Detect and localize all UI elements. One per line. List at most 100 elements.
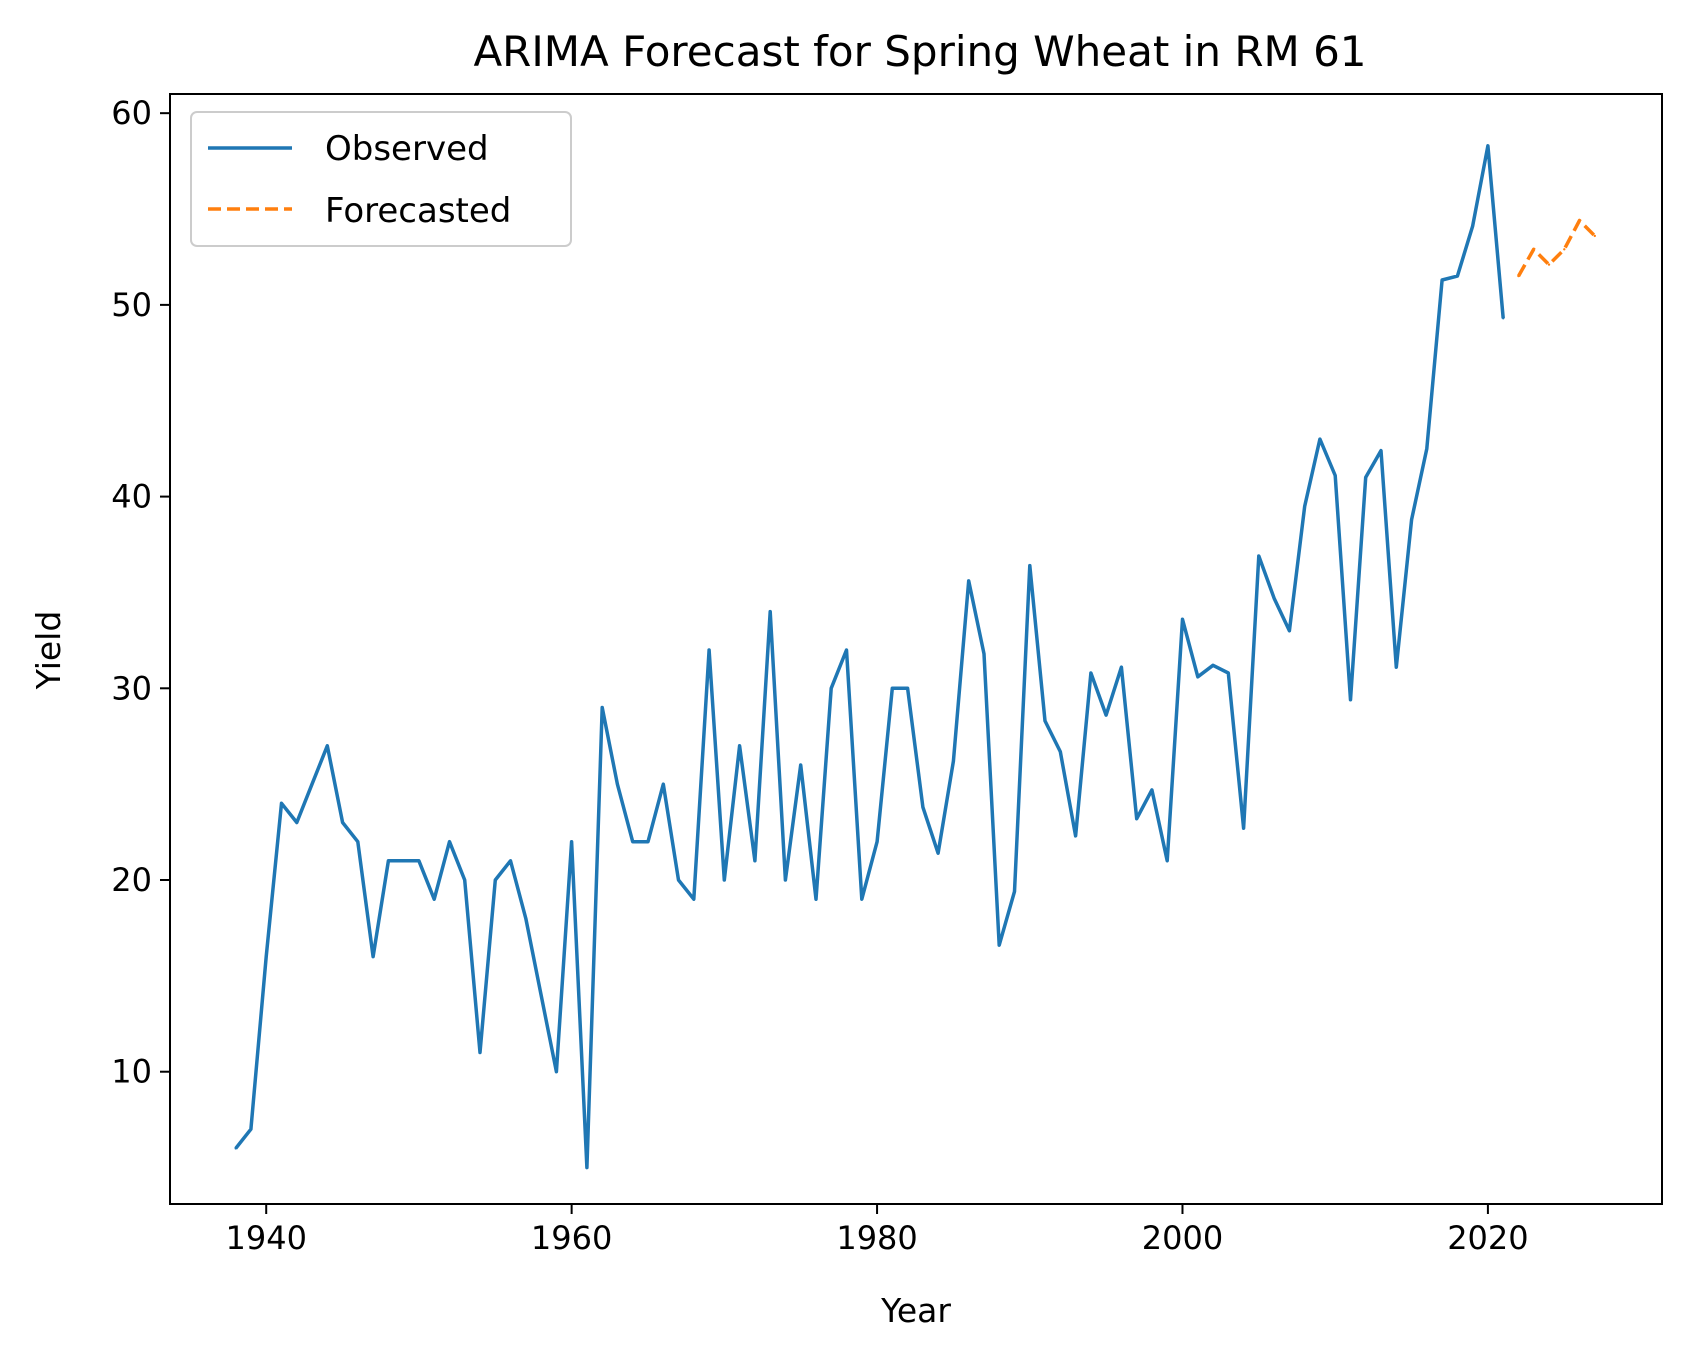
axes-frame — [169, 93, 1663, 1205]
y-tick-label: 20 — [111, 861, 152, 899]
data-point-observed — [692, 898, 695, 901]
data-point-forecasted — [1593, 234, 1597, 238]
data-point-observed — [417, 859, 421, 862]
data-point-observed — [845, 648, 848, 652]
data-point-observed — [891, 687, 894, 690]
y-tick-label: 40 — [111, 478, 152, 516]
data-point-observed — [707, 648, 711, 652]
data-point-observed — [601, 706, 604, 709]
data-point-observed — [1181, 618, 1184, 621]
data-point-observed — [921, 806, 925, 809]
data-point-observed — [738, 744, 741, 747]
data-point-observed — [662, 783, 665, 786]
data-point-observed — [982, 652, 986, 655]
data-point-observed — [1089, 671, 1093, 675]
x-tick-label: 1960 — [531, 1219, 612, 1257]
data-point-observed — [1059, 750, 1062, 753]
series-line-forecasted — [1516, 218, 1597, 277]
data-point-observed — [1104, 713, 1108, 717]
data-point-observed — [280, 802, 283, 805]
data-point-observed — [1364, 476, 1367, 479]
data-point-observed — [1227, 671, 1230, 675]
data-point-observed — [371, 955, 375, 958]
data-point-forecasted — [1532, 248, 1535, 251]
data-point-observed — [952, 760, 955, 763]
data-point-observed — [463, 878, 466, 882]
data-point-observed — [799, 763, 802, 767]
legend-label-observed: Observed — [325, 129, 489, 169]
data-point-observed — [1379, 449, 1383, 452]
data-point-observed — [906, 687, 909, 690]
data-point-observed — [998, 944, 1001, 947]
data-point-observed — [875, 840, 879, 843]
data-point-observed — [249, 1128, 253, 1131]
data-point-observed — [387, 859, 390, 862]
data-point-observed — [524, 917, 527, 920]
data-point-observed — [753, 859, 757, 862]
y-tick-label: 50 — [111, 286, 152, 324]
legend-frame — [190, 111, 572, 247]
data-point-observed — [1257, 554, 1261, 558]
data-point-observed — [1272, 597, 1276, 600]
data-point-observed — [1135, 817, 1138, 820]
legend-label-forecasted: Forecasted — [325, 191, 511, 231]
x-tick-label: 1940 — [225, 1219, 306, 1257]
data-point-observed — [1043, 719, 1047, 723]
data-point-observed — [448, 840, 451, 843]
y-axis-label: Yield — [29, 611, 68, 691]
data-point-observed — [1440, 278, 1444, 282]
data-point-observed — [1150, 788, 1154, 792]
data-point-forecasted — [1563, 248, 1566, 251]
data-point-observed — [1166, 859, 1169, 862]
data-point-observed — [616, 783, 619, 786]
y-tick-label: 60 — [111, 94, 152, 132]
data-point-observed — [1211, 664, 1215, 667]
data-point-observed — [1395, 666, 1398, 669]
data-point-observed — [1074, 834, 1077, 838]
data-point-observed — [1013, 890, 1016, 893]
data-point-observed — [326, 744, 329, 747]
x-axis-label: Year — [880, 1291, 951, 1330]
data-point-observed — [1456, 274, 1459, 278]
data-point-observed — [539, 993, 543, 997]
data-point-observed — [769, 610, 772, 613]
data-point-observed — [1349, 698, 1352, 701]
plot-area — [234, 144, 1597, 1170]
data-point-observed — [478, 1051, 482, 1054]
data-point-observed — [830, 687, 833, 690]
data-point-observed — [860, 898, 863, 901]
y-tick-label: 30 — [111, 669, 152, 707]
data-point-observed — [1486, 144, 1490, 147]
x-axis: 1940 1960 1980 2000 2020 — [225, 1204, 1529, 1257]
data-point-observed — [555, 1070, 558, 1073]
data-point-observed — [1425, 447, 1429, 450]
data-point-observed — [310, 783, 314, 786]
data-point-observed — [1028, 564, 1032, 567]
legend: Observed Forecasted — [190, 111, 572, 247]
data-point-observed — [234, 1147, 237, 1150]
data-point-observed — [784, 878, 787, 882]
data-point-observed — [677, 878, 680, 882]
data-point-observed — [570, 840, 573, 843]
data-point-observed — [402, 859, 405, 862]
data-point-observed — [356, 840, 359, 843]
y-axis: 10 20 30 40 50 60 — [111, 94, 170, 1091]
data-point-observed — [967, 579, 970, 583]
data-point-observed — [1196, 675, 1200, 678]
x-tick-label: 1980 — [836, 1219, 917, 1257]
data-point-observed — [1471, 225, 1474, 228]
data-point-observed — [433, 898, 436, 901]
data-point-observed — [646, 840, 650, 843]
data-point-observed — [265, 955, 268, 958]
series-line-observed — [234, 144, 1505, 1170]
data-point-observed — [936, 852, 940, 855]
data-point-observed — [585, 1166, 589, 1169]
data-point-forecasted — [1547, 263, 1551, 266]
data-point-observed — [1410, 518, 1413, 521]
chart-title: ARIMA Forecast for Spring Wheat in RM 61 — [473, 27, 1366, 76]
data-point-observed — [723, 878, 726, 882]
data-point-observed — [341, 821, 344, 824]
data-point-observed — [631, 840, 634, 843]
x-tick-label: 2000 — [1142, 1219, 1223, 1257]
